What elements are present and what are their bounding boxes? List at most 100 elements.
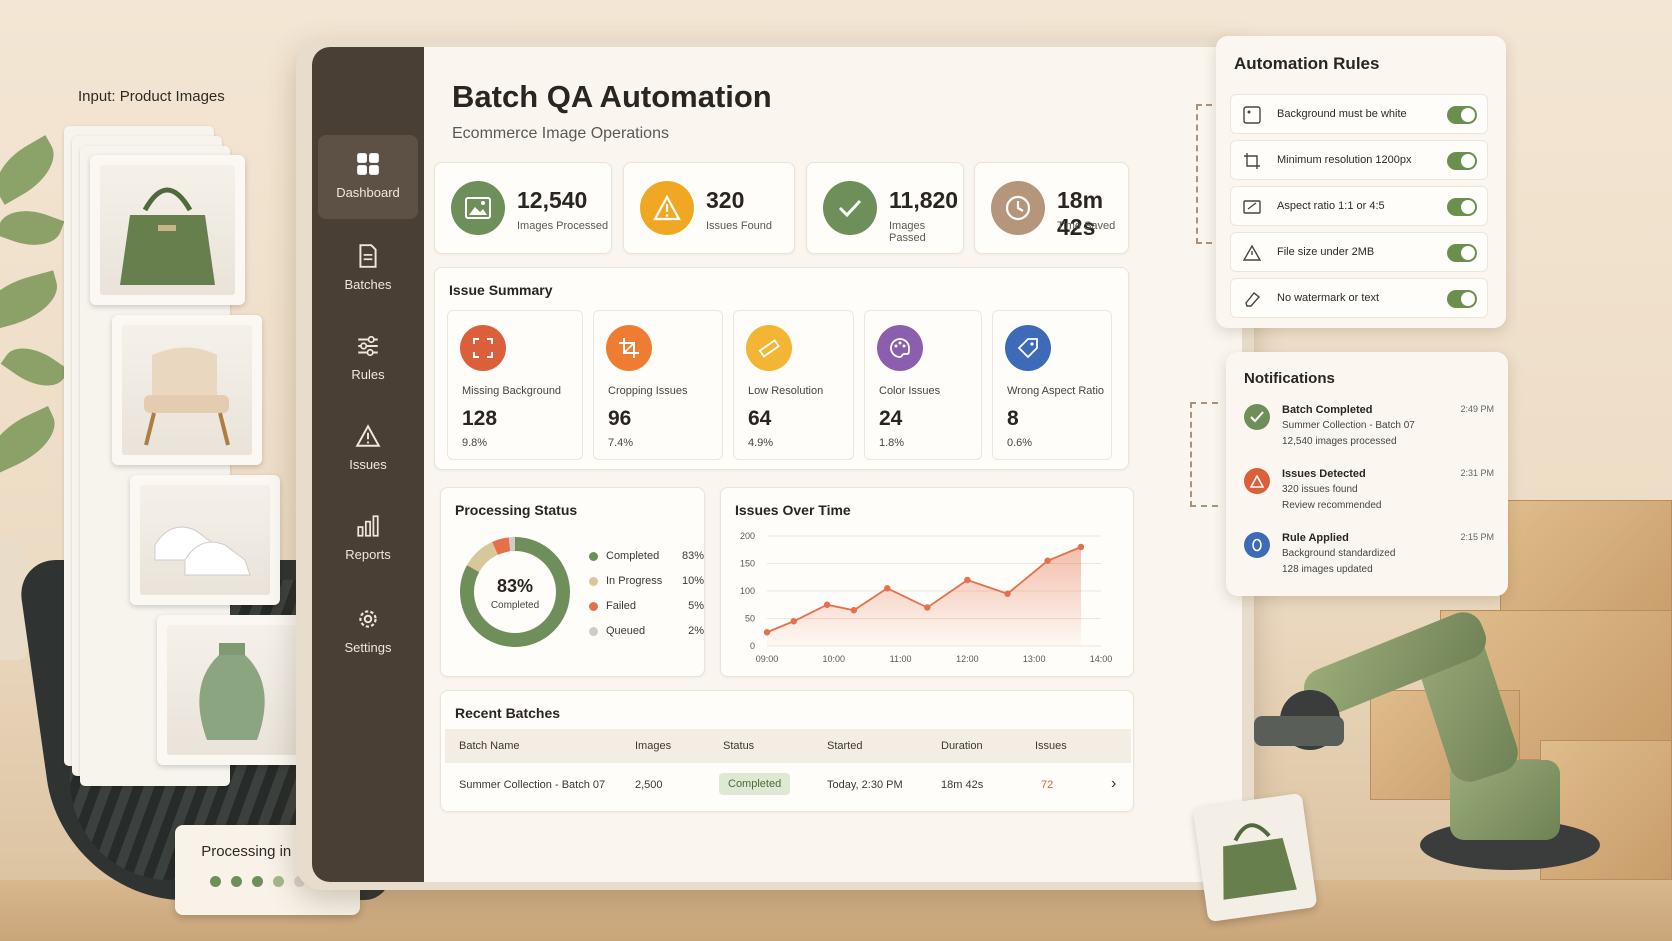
batch-images: 2,500	[635, 779, 663, 791]
legend-pct: 2%	[688, 625, 704, 637]
issue-card-color[interactable]: Color Issues 24 1.8%	[864, 310, 982, 460]
legend-name: Failed	[606, 600, 636, 612]
sidebar-item-label: Batches	[344, 277, 392, 292]
sidebar-item-settings[interactable]: Settings	[318, 590, 418, 674]
sneaker-icon	[154, 526, 251, 576]
issue-label: Missing Background	[462, 385, 562, 397]
x-tick-label: 14:00	[1090, 654, 1113, 664]
notification-time: 2:15 PM	[1460, 532, 1494, 542]
issue-card-low-resolution[interactable]: Low Resolution 64 4.9%	[733, 310, 854, 460]
sliders-icon	[358, 335, 378, 357]
table-row[interactable]: Summer Collection - Batch 07 2,500 Compl…	[445, 765, 1131, 809]
notification-batch-completed[interactable]: Batch Completed Summer Collection - Batc…	[1240, 398, 1498, 460]
column-header-status[interactable]: Status	[723, 740, 755, 752]
sidebar-item-batches[interactable]: Batches	[318, 227, 418, 311]
issue-card-missing-background[interactable]: Missing Background 128 9.8%	[447, 310, 583, 460]
issue-value: 96	[608, 407, 632, 430]
connector-line	[1190, 402, 1218, 507]
issue-pct: 4.9%	[748, 437, 774, 449]
data-point-3	[850, 607, 858, 614]
handbag-icon	[120, 187, 215, 285]
legend-swatch	[589, 551, 598, 561]
sidebar: Dashboard Batches Rules Issues	[312, 47, 424, 882]
donut-chart	[460, 537, 570, 647]
product-card-handbag	[90, 155, 245, 305]
gear-icon	[359, 610, 377, 628]
y-tick-label: 0	[750, 641, 755, 651]
sidebar-item-label: Issues	[349, 457, 387, 472]
column-header-started[interactable]: Started	[827, 740, 863, 752]
column-header-batch-name[interactable]: Batch Name	[459, 740, 520, 752]
x-tick-label: 12:00	[956, 654, 979, 664]
input-label: Input: Product Images	[78, 88, 225, 105]
issue-label: Cropping Issues	[608, 385, 688, 397]
rule-file-size[interactable]: File size under 2MB	[1230, 232, 1488, 272]
chevron-right-icon[interactable]: ›	[1111, 775, 1117, 792]
notification-rule-applied[interactable]: Rule Applied Background standardized 128…	[1240, 526, 1498, 588]
rule-aspect-ratio[interactable]: Aspect ratio 1:1 or 4:5	[1230, 186, 1488, 226]
grid-icon	[357, 153, 379, 175]
connector-line	[1196, 104, 1222, 244]
issue-summary-panel: Issue Summary Missing Background 128 9.8…	[434, 267, 1129, 470]
batch-started: Today, 2:30 PM	[827, 779, 903, 791]
data-point-1	[790, 618, 797, 625]
rule-min-resolution[interactable]: Minimum resolution 1200px	[1230, 140, 1488, 180]
image-icon	[451, 181, 505, 235]
panel-title: Automation Rules	[1234, 54, 1380, 73]
bar-chart-icon	[357, 515, 379, 537]
notification-issues-detected[interactable]: Issues Detected 320 issues found Review …	[1240, 462, 1498, 524]
check-icon	[1244, 404, 1270, 430]
info-icon	[1244, 532, 1270, 558]
issue-label: Color Issues	[879, 385, 941, 397]
stat-card-images-passed[interactable]: 11,820 Images Passed	[806, 162, 964, 254]
legend-swatch	[589, 626, 598, 636]
rule-label: Minimum resolution 1200px	[1277, 154, 1412, 166]
legend-item-failed: Failed 5%	[589, 600, 704, 612]
sidebar-item-dashboard[interactable]: Dashboard	[318, 135, 418, 219]
status-badge: Completed	[719, 773, 791, 795]
rule-toggle[interactable]	[1447, 198, 1477, 216]
legend-item-completed: Completed 83%	[589, 550, 704, 562]
donut-center-value: 83%	[496, 576, 534, 596]
stat-card-images-processed[interactable]: 12,540 Images Processed	[434, 162, 612, 254]
sidebar-item-issues[interactable]: Issues	[318, 407, 418, 491]
notification-title: Rule Applied	[1282, 532, 1349, 544]
column-header-images[interactable]: Images	[635, 740, 672, 752]
sidebar-item-rules[interactable]: Rules	[318, 317, 418, 401]
chair-icon	[144, 347, 230, 446]
stat-card-time-saved[interactable]: 18m 42s Time Saved	[974, 162, 1129, 254]
rule-background-white[interactable]: Background must be white	[1230, 94, 1488, 134]
stat-label: Time Saved	[1057, 220, 1116, 232]
legend-pct: 10%	[681, 575, 704, 587]
product-card-chair	[112, 315, 262, 465]
rule-toggle[interactable]	[1447, 244, 1477, 262]
issue-card-aspect-ratio[interactable]: Wrong Aspect Ratio 8 0.6%	[992, 310, 1112, 460]
page-subtitle: Ecommerce Image Operations	[452, 125, 669, 142]
crop-icon	[1244, 153, 1260, 169]
rule-toggle[interactable]	[1447, 152, 1477, 170]
crop-icon	[606, 325, 652, 371]
frame-icon	[1243, 106, 1261, 124]
rule-label: Aspect ratio 1:1 or 4:5	[1277, 200, 1385, 212]
issue-card-cropping[interactable]: Cropping Issues 96 7.4%	[593, 310, 723, 460]
column-header-duration[interactable]: Duration	[941, 740, 983, 752]
batch-issues: 72	[1041, 779, 1054, 791]
warning-icon	[1244, 468, 1270, 494]
stat-label: Images Passed	[889, 220, 926, 244]
sidebar-item-reports[interactable]: Reports	[318, 497, 418, 581]
area-fill	[767, 547, 1081, 646]
rule-label: No watermark or text	[1277, 292, 1380, 304]
x-tick-label: 09:00	[756, 654, 779, 664]
rule-toggle[interactable]	[1447, 290, 1477, 308]
issue-value: 64	[748, 407, 772, 430]
issue-pct: 7.4%	[608, 437, 634, 449]
stat-value: 11,820	[889, 187, 959, 213]
rule-no-watermark[interactable]: No watermark or text	[1230, 278, 1488, 318]
column-header-issues[interactable]: Issues	[1035, 740, 1067, 752]
panel-title: Notifications	[1244, 370, 1335, 387]
page-title: Batch QA Automation	[452, 79, 772, 114]
rule-toggle[interactable]	[1447, 106, 1477, 124]
aspect-icon	[1243, 200, 1261, 214]
stat-card-issues-found[interactable]: 320 Issues Found	[623, 162, 795, 254]
stat-label: Images Processed	[517, 220, 609, 232]
